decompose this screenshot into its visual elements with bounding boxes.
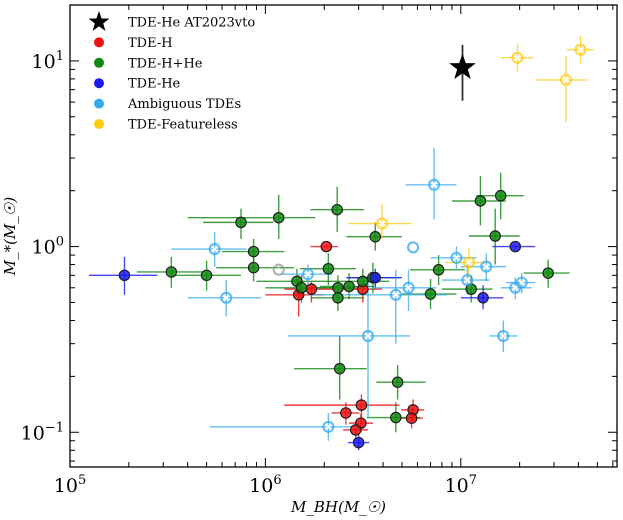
marker-tde-h-he xyxy=(323,264,333,274)
marker-center-ambiguous-tdes xyxy=(455,256,459,260)
marker-tde-he xyxy=(370,272,380,282)
legend-label: TDE-H xyxy=(128,36,173,51)
marker-center-ambiguous-tdes xyxy=(327,425,331,429)
plot-background xyxy=(0,0,623,520)
marker-center-ambiguous-tdes xyxy=(394,293,398,297)
legend-marker-icon xyxy=(94,99,104,109)
marker-tde-h xyxy=(406,413,416,423)
legend-marker-icon xyxy=(94,78,104,88)
legend-marker-icon xyxy=(94,119,104,129)
marker-tde-he xyxy=(353,437,363,447)
marker-tde-h-he xyxy=(333,293,343,303)
marker-center-tde-featureless xyxy=(579,48,583,52)
legend-label: TDE-He xyxy=(128,77,181,92)
marker-tde-he xyxy=(119,270,129,280)
marker-tde-h-he xyxy=(248,246,258,256)
marker-tde-h-he xyxy=(332,204,342,214)
tick-exponent: 5 xyxy=(78,473,86,488)
marker-center-tde-featureless xyxy=(380,222,384,226)
marker-center-ambiguous-tdes xyxy=(466,278,470,282)
tick-base: 10 xyxy=(32,237,56,259)
tick-exponent: 7 xyxy=(469,473,477,488)
marker-center-ambiguous-tdes xyxy=(224,296,228,300)
marker-center-tde-featureless xyxy=(516,56,520,60)
marker-tde-h-he xyxy=(274,213,284,223)
marker-tde-h xyxy=(351,425,361,435)
marker-center-tde-featureless xyxy=(564,78,568,82)
marker-center-other xyxy=(277,268,281,272)
marker-center-ambiguous-tdes xyxy=(432,183,436,187)
marker-tde-h-he xyxy=(248,262,258,272)
marker-tde-h xyxy=(341,408,351,418)
marker-center-ambiguous-tdes xyxy=(502,334,506,338)
marker-tde-h-he xyxy=(391,412,401,422)
tick-base: 10 xyxy=(32,51,56,73)
marker-tde-h-he xyxy=(166,267,176,277)
tick-base: 10 xyxy=(54,475,78,497)
marker-tde-h-he xyxy=(433,265,443,275)
tick-base: 10 xyxy=(21,422,45,444)
marker-center-ambiguous-tdes xyxy=(520,281,524,285)
marker-tde-h-he xyxy=(475,196,485,206)
marker-tde-he xyxy=(478,293,488,303)
marker-tde-h-he xyxy=(495,190,505,200)
legend-marker-icon xyxy=(94,37,104,47)
y-axis-label: M_*(M_☉) xyxy=(1,197,19,277)
marker-center-ambiguous-tdes xyxy=(484,265,488,269)
legend-marker-icon xyxy=(94,58,104,68)
marker-center-ambiguous-tdes xyxy=(366,334,370,338)
marker-tde-h-he xyxy=(358,276,368,286)
marker-center-ambiguous-tdes xyxy=(306,272,310,276)
marker-tde-h-he xyxy=(543,268,553,278)
marker-tde-h xyxy=(321,241,331,251)
legend-label: TDE-H+He xyxy=(128,56,203,71)
marker-center-ambiguous-tdes xyxy=(513,286,517,290)
marker-center-ambiguous-tdes xyxy=(411,246,415,250)
tick-base: 10 xyxy=(249,475,273,497)
marker-tde-h-he xyxy=(334,363,344,373)
legend-label: TDE-Featureless xyxy=(128,118,238,133)
marker-tde-h-he xyxy=(425,289,435,299)
marker-center-tde-featureless xyxy=(467,261,471,265)
marker-tde-h-he xyxy=(490,231,500,241)
marker-tde-h-he xyxy=(296,283,306,293)
legend-label: Ambiguous TDEs xyxy=(127,97,241,112)
tick-exponent: 6 xyxy=(273,473,281,488)
tick-exponent: 1 xyxy=(56,49,64,64)
marker-tde-h-he xyxy=(370,232,380,242)
marker-tde-h xyxy=(356,400,366,410)
tick-base: 10 xyxy=(445,475,469,497)
marker-tde-h-he xyxy=(344,281,354,291)
legend-label: TDE-He AT2023vto xyxy=(128,16,255,31)
marker-tde-h xyxy=(306,284,316,294)
marker-tde-h-he xyxy=(236,217,246,227)
x-axis-label: M_BH(M_☉) xyxy=(290,498,386,516)
marker-center-ambiguous-tdes xyxy=(407,286,411,290)
tick-exponent: −1 xyxy=(45,420,64,435)
marker-tde-he xyxy=(510,241,520,251)
marker-tde-h-he xyxy=(333,283,343,293)
marker-center-ambiguous-tdes xyxy=(213,247,217,251)
tick-exponent: 0 xyxy=(56,235,64,250)
scatter-plot: 105 106 10710−1100101 M_BH(M_☉)M_*(M_☉) TD… xyxy=(0,0,623,520)
marker-tde-h-he xyxy=(392,377,402,387)
marker-tde-h-he xyxy=(201,270,211,280)
